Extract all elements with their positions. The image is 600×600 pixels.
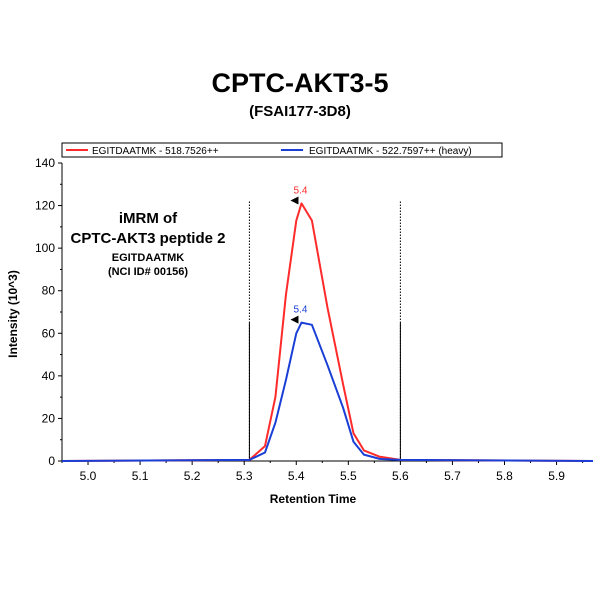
peak-label-1: 5.4 <box>294 305 308 316</box>
legend-label-heavy: EGITDAATMK - 522.7597++ (heavy) <box>309 146 472 157</box>
series-line-1 <box>61 321 594 462</box>
peptide-annotation: iMRM of CPTC-AKT3 peptide 2 EGITDAATMK (… <box>70 210 225 278</box>
legend-label-light: EGITDAATMK - 518.7526++ <box>92 146 219 157</box>
x-tick-label: 5.2 <box>184 469 201 483</box>
x-tick-label: 5.1 <box>132 469 149 483</box>
annotation-line-3: EGITDAATMK <box>112 252 185 264</box>
x-tick-label: 5.3 <box>236 469 253 483</box>
chart-subtitle: (FSAI177-3D8) <box>249 103 351 120</box>
y-tick-label: 40 <box>42 369 56 383</box>
annotation-line-2: CPTC-AKT3 peptide 2 <box>70 230 225 247</box>
y-tick-label: 140 <box>35 156 55 170</box>
x-tick-label: 5.5 <box>340 469 357 483</box>
peak-marker-1 <box>290 315 299 324</box>
x-tick-label: 5.6 <box>392 469 409 483</box>
x-tick-label: 5.8 <box>496 469 513 483</box>
y-axis-title: Intensity (10^3) <box>6 270 20 358</box>
y-tick-label: 100 <box>35 241 55 255</box>
annotation-line-1: iMRM of <box>119 210 178 227</box>
peak-label-0: 5.4 <box>294 185 308 196</box>
peak-marker-0 <box>290 196 299 205</box>
x-axis-title: Retention Time <box>270 492 357 506</box>
x-tick-label: 5.7 <box>444 469 461 483</box>
x-tick-label: 5.0 <box>80 469 97 483</box>
x-tick-label: 5.9 <box>548 469 565 483</box>
chart-title: CPTC-AKT3-5 <box>211 68 389 98</box>
annotation-line-4: (NCI ID# 00156) <box>108 266 188 278</box>
y-tick-label: 20 <box>42 411 56 425</box>
legend: EGITDAATMK - 518.7526++ EGITDAATMK - 522… <box>61 142 503 158</box>
y-tick-label: 0 <box>48 454 55 468</box>
y-tick-label: 120 <box>35 199 55 213</box>
y-tick-label: 60 <box>42 326 56 340</box>
x-tick-label: 5.4 <box>288 469 305 483</box>
series-line-0 <box>61 202 594 462</box>
y-tick-label: 80 <box>42 284 56 298</box>
